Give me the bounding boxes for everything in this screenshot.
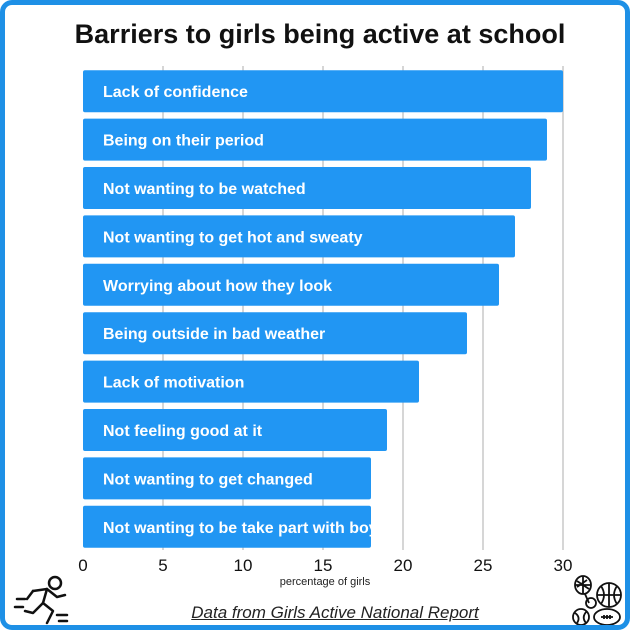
bar — [83, 360, 419, 403]
x-tick-label: 15 — [314, 556, 333, 575]
bar — [83, 167, 531, 209]
bar-label: Not wanting to be watched — [103, 181, 306, 198]
bar-label: Lack of motivation — [103, 375, 244, 392]
chart-title: Barriers to girls being active at school — [74, 19, 566, 49]
bar — [83, 312, 467, 355]
bar-label: Lack of confidence — [103, 84, 248, 101]
x-tick-label: 10 — [234, 556, 253, 575]
bar-label: Being on their period — [103, 133, 264, 150]
x-tick-label: 20 — [394, 556, 413, 575]
sports-balls-icon — [572, 575, 622, 625]
x-tick-label: 0 — [78, 556, 87, 575]
bar — [83, 505, 371, 548]
bar — [83, 409, 387, 451]
x-tick-label: 25 — [474, 556, 493, 575]
source-note: Data from Girls Active National Report — [191, 603, 479, 622]
bar-label: Not wanting to get hot and sweaty — [103, 229, 363, 246]
bar — [83, 118, 547, 161]
bar — [83, 457, 371, 500]
running-person-icon — [13, 575, 69, 625]
bar-label: Not wanting to get changed — [103, 471, 313, 488]
bar-chart: 0 5 10 15 20 25 30 Lack of confidence Being on t… — [78, 66, 573, 588]
bar — [83, 215, 515, 258]
bar — [83, 70, 563, 113]
x-tick-label: 5 — [158, 556, 167, 575]
bar-label: Not feeling good at it — [103, 423, 263, 440]
bar-label: Not wanting to be take part with boys — [103, 520, 387, 537]
bar-label: Being outside in bad weather — [103, 326, 325, 343]
bar — [83, 263, 499, 306]
x-tick-label: 30 — [554, 556, 573, 575]
x-axis-label: percentage of girls — [280, 576, 371, 588]
bar-label: Worrying about how they look — [103, 278, 332, 295]
